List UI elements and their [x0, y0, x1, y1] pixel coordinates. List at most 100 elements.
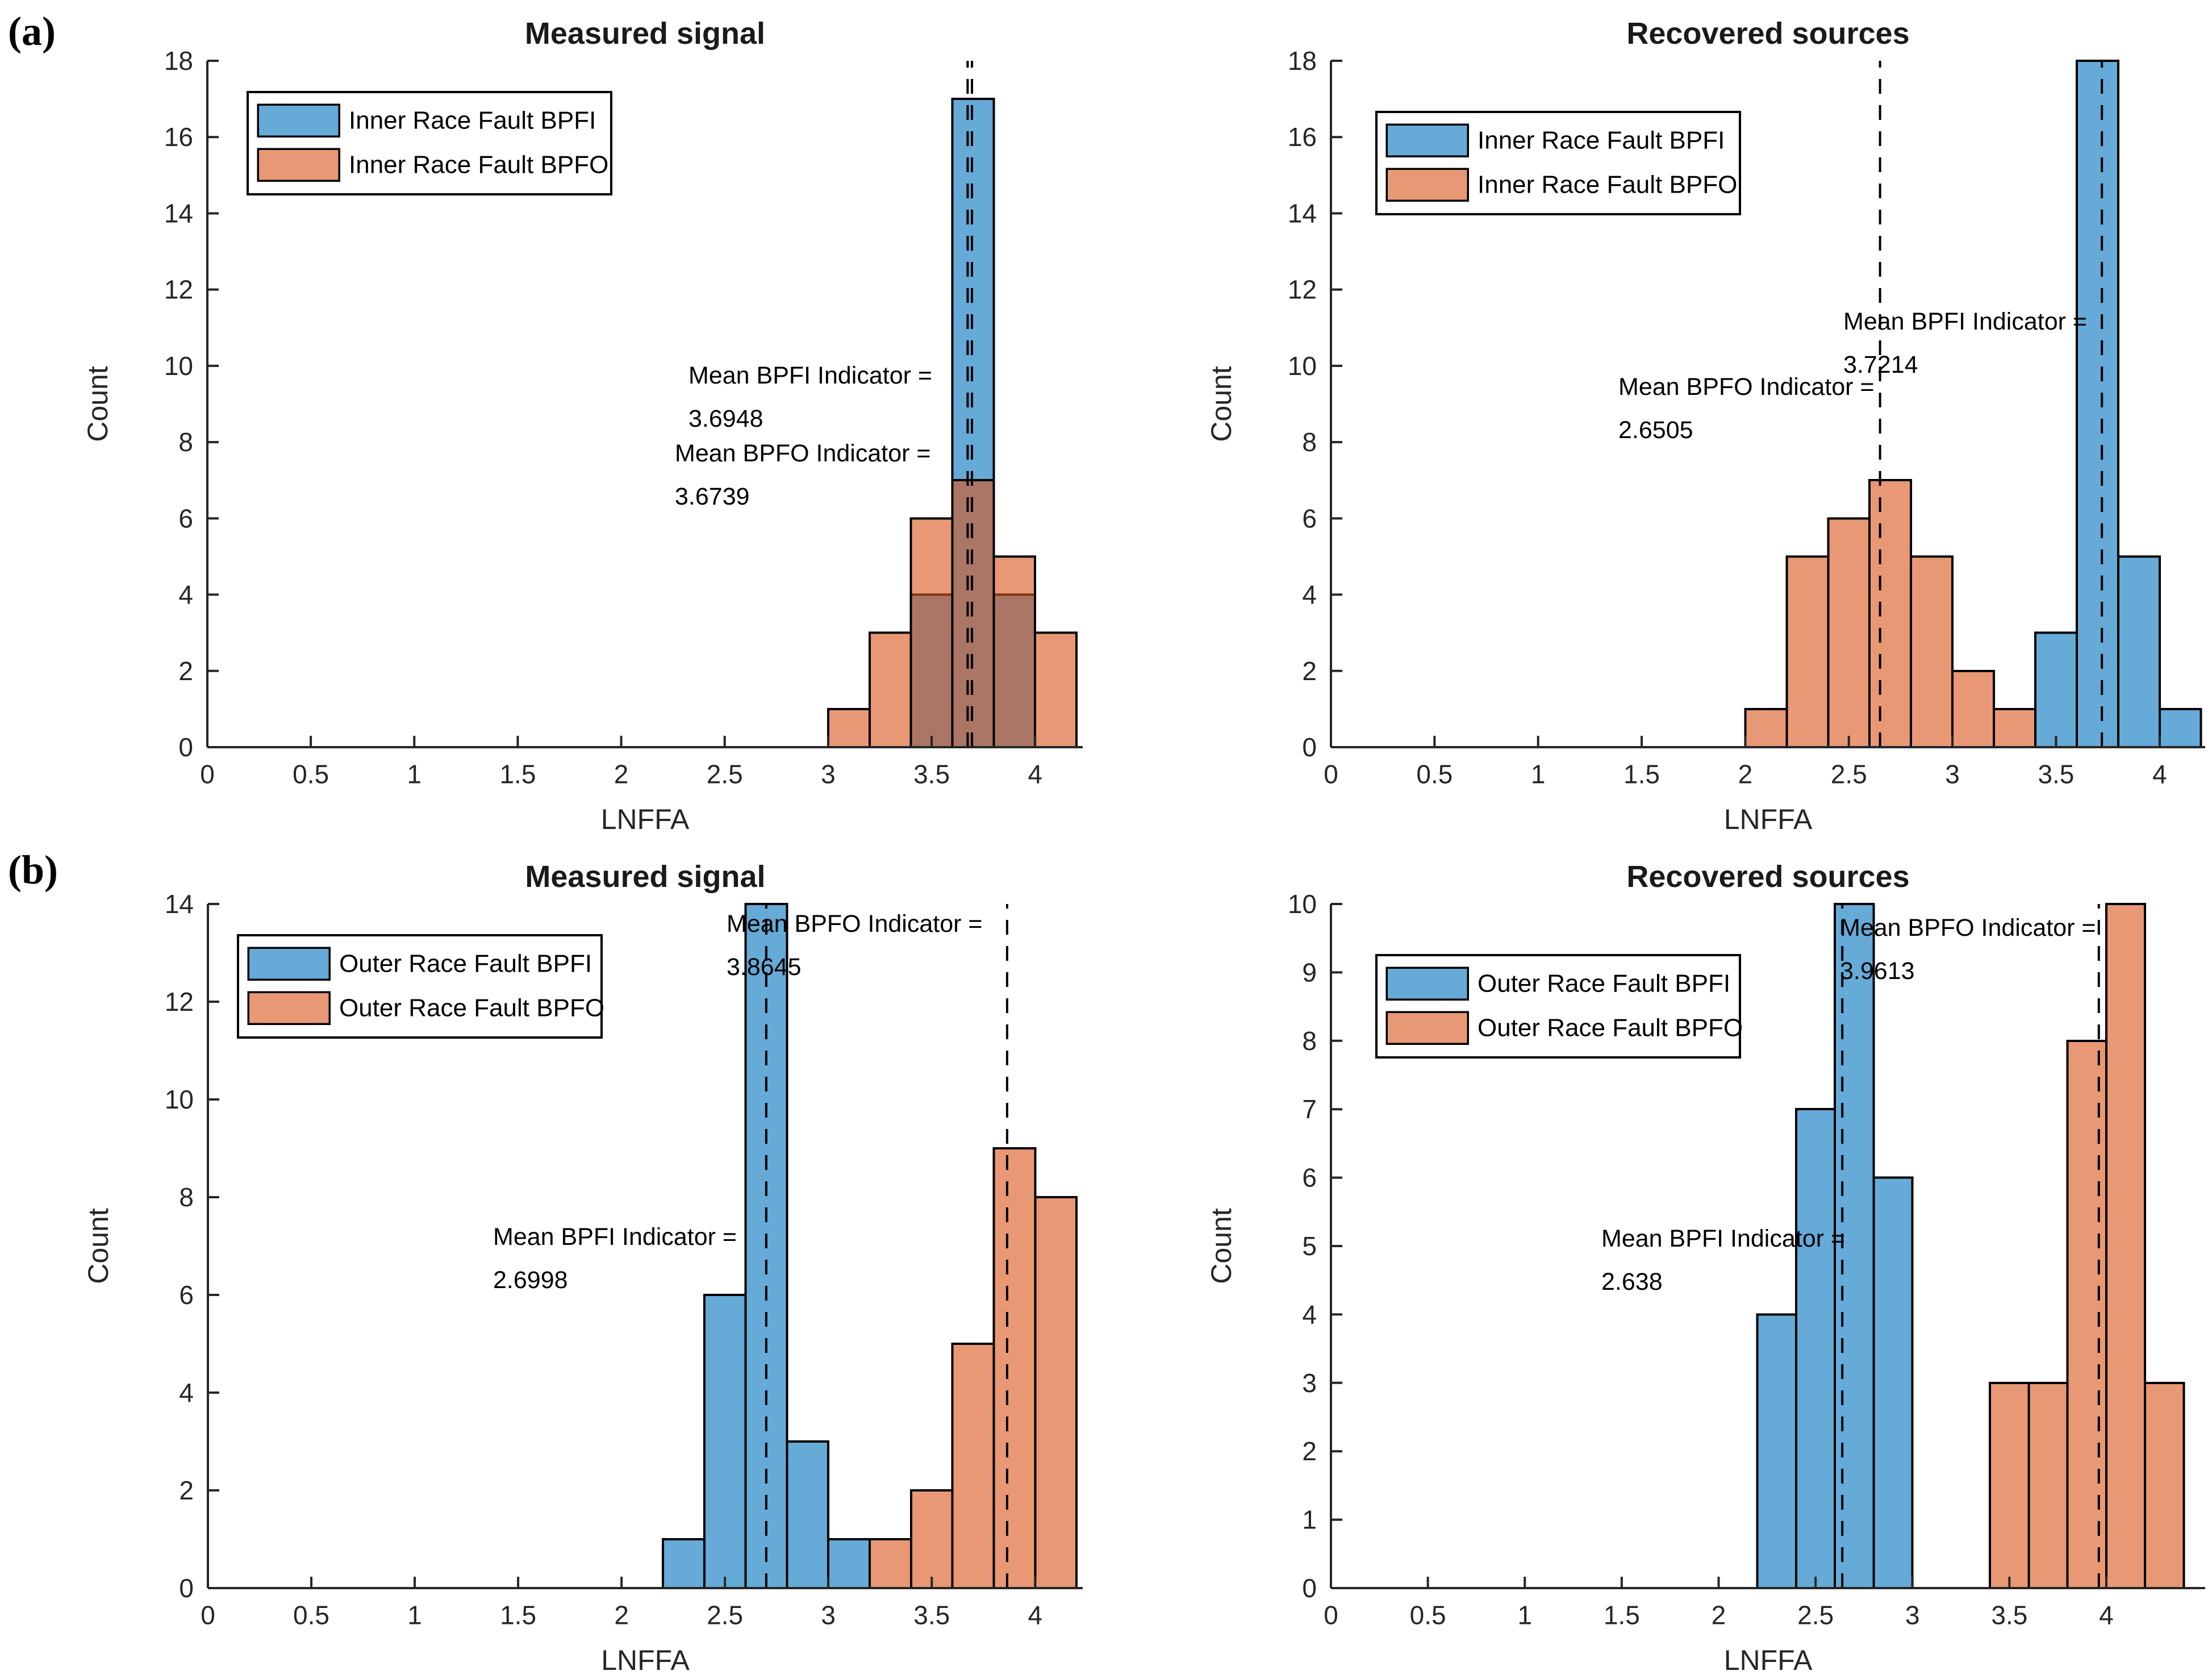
x-tick-label: 2 [1738, 760, 1753, 789]
legend-swatch-bpfo [247, 991, 331, 1025]
x-tick-label: 3 [821, 1601, 836, 1630]
panel-b-measured-signal: 0 0.5 1 1.5 2 2.5 3 3.5 4 0 2 4 6 8 10 12 14 Measured sig… [82, 860, 1083, 1676]
row-label-b: (b) [8, 847, 58, 893]
histogram-bar-bpfo [2066, 1039, 2107, 1589]
y-tick-label: 6 [1302, 503, 1317, 533]
legend-label: Inner Race Fault BPFI [349, 107, 596, 135]
annotation-text: Mean BPFO Indicator = [1840, 914, 2096, 941]
histogram-bar-bpfo [2027, 1381, 2069, 1589]
y-tick-label: 8 [1302, 427, 1317, 457]
x-tick-label: 1.5 [1623, 760, 1660, 789]
y-tick-label: 18 [1288, 46, 1317, 76]
y-tick-label: 10 [165, 1085, 194, 1114]
x-tick-label: 3 [821, 760, 836, 789]
histogram-bar-bpfo [827, 707, 871, 749]
y-tick-label: 14 [165, 889, 194, 919]
panel-a-recovered-sources: 0 0.5 1 1.5 2 2.5 3 3.5 4 0 2 4 6 8 10 12 14 16 18 Recovere… [1205, 16, 2205, 835]
x-tick-label: 3.5 [913, 760, 950, 789]
x-tick-label: 4 [1028, 760, 1042, 789]
histogram-bar-bpfo [1827, 517, 1871, 748]
annotation-text: 3.9613 [1840, 957, 1915, 985]
y-tick-label: 4 [179, 1378, 194, 1407]
y-tick-label: 4 [1302, 580, 1317, 610]
legend-label: Outer Race Fault BPFI [339, 950, 592, 978]
y-tick-label: 4 [1302, 1299, 1317, 1329]
histogram-bar-bpfo [1951, 669, 1996, 749]
x-tick-label: 0 [1324, 1601, 1338, 1630]
x-tick-label: 2.5 [707, 760, 743, 789]
x-axis-label: LNFFA [601, 803, 690, 835]
annotation-text: Mean BPFI Indicator = [1843, 308, 2087, 335]
histogram-bar-bpfo [951, 1343, 995, 1589]
y-tick-label: 16 [1288, 122, 1317, 152]
x-tick-label: 3.5 [2038, 760, 2074, 789]
y-tick-label: 0 [1302, 732, 1317, 762]
histogram-bar-bpfo [2105, 903, 2147, 1589]
annotation-text: Mean BPFO Indicator = [727, 910, 983, 938]
x-tick-label: 1 [407, 1601, 422, 1630]
x-tick-label: 4 [2099, 1601, 2114, 1630]
panel-title: Recovered sources [1626, 16, 1909, 51]
x-axis-label: LNFFA [1724, 803, 1813, 835]
x-tick-label: 2.5 [1831, 760, 1867, 789]
y-tick-label: 7 [1302, 1094, 1317, 1124]
legend-swatch-bpfo [1385, 1011, 1469, 1045]
legend-label: Outer Race Fault BPFO [339, 994, 604, 1022]
panel-title: Recovered sources [1626, 860, 1909, 894]
y-axis-label: Count [1205, 1208, 1237, 1284]
histogram-bar-bpfi [1872, 1176, 1914, 1589]
histogram-bar-bpfo [1034, 631, 1078, 748]
y-tick-label: 2 [179, 1476, 194, 1505]
x-tick-label: 0 [200, 760, 215, 789]
x-tick-label: 4 [1028, 1601, 1042, 1630]
panel-b-recovered-sources: 0 0.5 1 1.5 2 2.5 3 3.5 4 0 1 2 3 4 5 6 7 8 9 10 Recovered s… [1205, 860, 2205, 1676]
x-tick-label: 2 [1712, 1601, 1726, 1630]
panel-title: Measured signal [525, 860, 765, 894]
x-axis-label: LNFFA [1724, 1644, 1813, 1676]
histogram-bar-bpfo [868, 631, 912, 748]
y-tick-label: 0 [179, 1573, 194, 1603]
x-tick-label: 1.5 [500, 1601, 536, 1630]
y-tick-label: 8 [179, 1182, 194, 1212]
x-tick-label: 3.5 [1991, 1601, 2027, 1630]
annotation-text: 3.8645 [727, 953, 802, 981]
annotation-text: 2.6505 [1618, 416, 1693, 444]
y-tick-label: 14 [164, 198, 193, 228]
histogram-bar-bpfi [2158, 707, 2202, 749]
x-tick-label: 0.5 [293, 760, 329, 789]
legend-swatch-bpfi [1385, 966, 1469, 1001]
y-tick-label: 10 [1288, 351, 1317, 381]
y-tick-label: 5 [1302, 1231, 1317, 1261]
histogram-bar-bpfo [2144, 1381, 2185, 1589]
x-tick-label: 3 [1945, 760, 1960, 789]
x-tick-label: 2 [614, 760, 629, 789]
histogram-bar-bpfo [1989, 1381, 2030, 1589]
y-tick-label: 14 [1288, 198, 1317, 228]
x-tick-label: 1 [1531, 760, 1546, 789]
x-tick-label: 1.5 [499, 760, 536, 789]
x-tick-label: 2.5 [707, 1601, 743, 1630]
x-tick-label: 0.5 [1410, 1601, 1446, 1630]
x-tick-label: 0 [1324, 760, 1338, 789]
x-tick-label: 3.5 [913, 1601, 950, 1630]
panel-a-measured-signal: 0 0.5 1 1.5 2 2.5 3 3.5 4 0 2 4 6 8 10 12 14 16 18 Measured… [82, 16, 1083, 835]
x-tick-label: 0.5 [1416, 760, 1453, 789]
x-tick-label: 3 [1905, 1601, 1920, 1630]
annotation-text: 2.6998 [493, 1266, 568, 1294]
histogram-bar-bpfi [2034, 631, 2078, 748]
legend-swatch-bpfi [247, 947, 331, 981]
annotation-text: Mean BPFI Indicator = [1601, 1225, 1845, 1252]
histogram-bar-bpfo [909, 1489, 954, 1589]
histogram-bar-bpfi [786, 1440, 830, 1589]
y-tick-label: 6 [178, 503, 193, 533]
histogram-bar-bpfi [2075, 60, 2119, 748]
histogram-bar-bpfi [1794, 1108, 1837, 1589]
histogram-bar-bpfi [2117, 555, 2161, 748]
annotation-text: 3.6739 [675, 483, 750, 510]
x-tick-label: 0 [201, 1601, 215, 1630]
y-tick-label: 1 [1302, 1505, 1317, 1535]
row-label-a: (a) [8, 9, 56, 54]
y-tick-label: 4 [178, 580, 193, 610]
histogram-bar-bpfi [661, 1538, 706, 1589]
annotation-text: 3.6948 [688, 405, 763, 432]
